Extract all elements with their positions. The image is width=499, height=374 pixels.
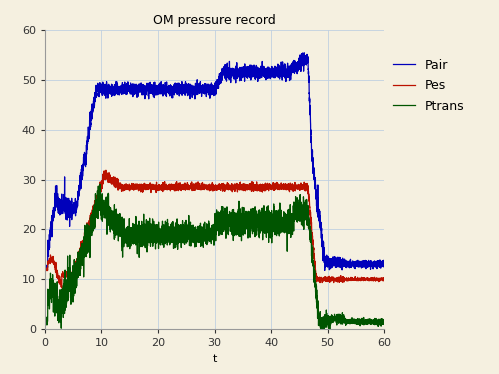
Pair — [253, 68, 259, 72]
Ptrans — [318, 327, 324, 331]
Pes — [381, 278, 387, 283]
Ptrans — [381, 318, 387, 322]
Ptrans — [137, 229, 143, 233]
Pes — [137, 184, 143, 188]
Pes — [248, 185, 253, 189]
Title: OM pressure record: OM pressure record — [153, 14, 276, 27]
Pair — [322, 268, 328, 273]
Pes — [349, 276, 355, 281]
Pair — [247, 76, 253, 80]
Line: Ptrans: Ptrans — [45, 184, 384, 329]
Legend: Pair, Pes, Ptrans: Pair, Pes, Ptrans — [388, 54, 470, 118]
Ptrans — [42, 319, 48, 324]
Pair — [381, 261, 387, 266]
Pes — [42, 268, 48, 272]
Ptrans — [349, 317, 355, 321]
Ptrans — [247, 211, 253, 215]
X-axis label: t: t — [213, 354, 217, 364]
Line: Pes: Pes — [45, 170, 384, 288]
Pes — [115, 181, 121, 186]
Pes — [59, 286, 65, 290]
Pair — [42, 264, 48, 269]
Pair — [349, 260, 355, 264]
Pair — [115, 89, 121, 94]
Pair — [137, 86, 143, 91]
Ptrans — [381, 319, 387, 324]
Ptrans — [253, 233, 259, 237]
Pes — [381, 276, 387, 280]
Pair — [381, 263, 387, 267]
Pair — [301, 50, 307, 55]
Line: Pair: Pair — [45, 53, 384, 270]
Ptrans — [115, 230, 121, 234]
Pes — [103, 168, 109, 172]
Pes — [253, 187, 259, 191]
Ptrans — [97, 182, 103, 186]
